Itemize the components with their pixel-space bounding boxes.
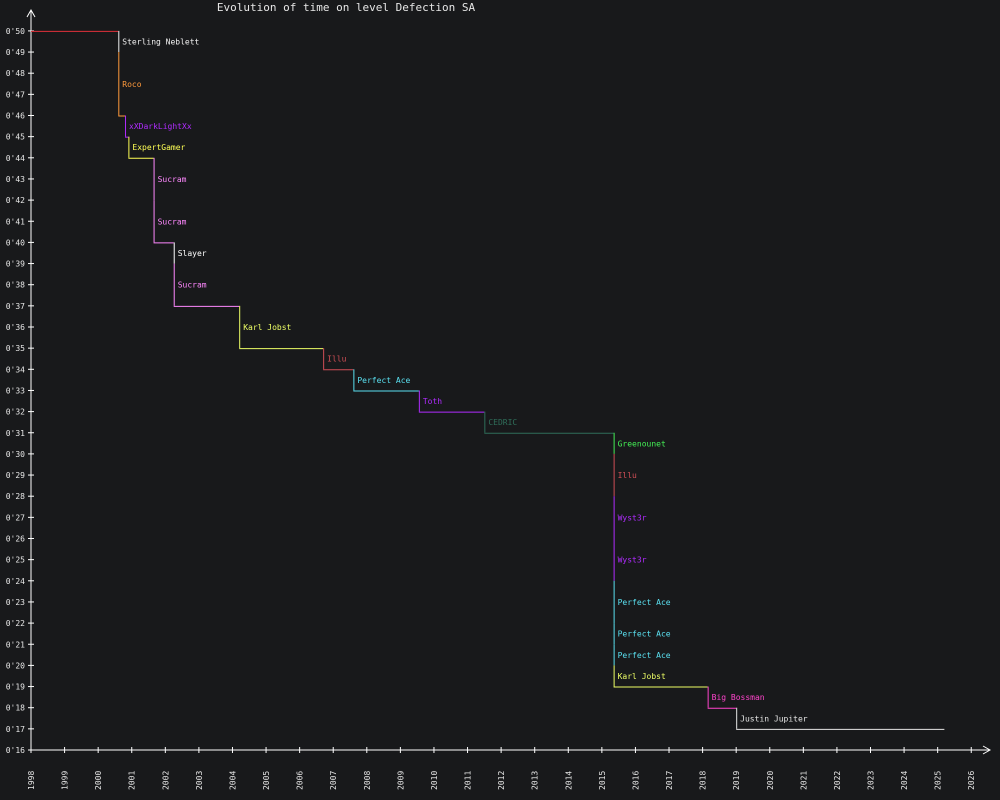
x-axis-arrow	[982, 745, 992, 755]
y-tick-label: 0'46	[6, 112, 25, 121]
record-holder-label: Slayer	[178, 249, 207, 258]
x-tick-label: 2018	[699, 771, 708, 790]
x-tick-label: 2008	[363, 771, 372, 790]
x-tick-label: 2025	[934, 771, 943, 790]
y-tick-label: 0'45	[6, 133, 25, 142]
y-tick-label: 0'43	[6, 175, 25, 184]
chart-title: Evolution of time on level Defection SA	[216, 1, 476, 14]
x-tick-label: 1999	[61, 771, 70, 790]
y-tick-label: 0'16	[6, 746, 25, 755]
record-holder-label: Illu	[327, 355, 346, 364]
y-tick-label: 0'47	[6, 90, 25, 99]
x-tick-label: 2013	[531, 771, 540, 790]
y-tick-label: 0'32	[6, 408, 25, 417]
x-tick-label: 2020	[766, 771, 775, 790]
y-tick-label: 0'17	[6, 725, 25, 734]
y-axis-arrow	[26, 8, 36, 18]
record-holder-label: CEDRIC	[488, 418, 517, 427]
x-tick-label: 2014	[564, 771, 573, 790]
x-tick-label: 2026	[967, 771, 976, 790]
y-tick-label: 0'29	[6, 471, 25, 480]
x-tick-label: 2024	[900, 771, 909, 790]
x-tick-label: 2019	[732, 771, 741, 790]
record-holder-label: Greenounet	[618, 439, 666, 448]
x-tick-label: 2006	[296, 771, 305, 790]
record-holder-label: Karl Jobst	[243, 323, 291, 332]
y-tick-label: 0'18	[6, 704, 25, 713]
y-tick-label: 0'19	[6, 683, 25, 692]
record-holder-label: Sterling Neblett	[122, 37, 199, 46]
x-tick-label: 2010	[430, 771, 439, 790]
y-tick-label: 0'22	[6, 619, 25, 628]
x-tick-label: 1998	[27, 771, 36, 790]
y-tick-label: 0'23	[6, 598, 25, 607]
y-tick-label: 0'44	[6, 154, 25, 163]
x-tick-label: 2009	[396, 771, 405, 790]
x-tick-label: 2011	[464, 771, 473, 790]
y-tick-label: 0'27	[6, 513, 25, 522]
y-tick-label: 0'41	[6, 217, 25, 226]
y-tick-label: 0'37	[6, 302, 25, 311]
x-tick-label: 2004	[228, 771, 237, 790]
x-tick-label: 2017	[665, 771, 674, 790]
record-holder-label: Wyst3r	[618, 513, 647, 522]
x-tick-label: 2007	[329, 771, 338, 790]
y-tick-label: 0'24	[6, 577, 25, 586]
x-tick-label: 2001	[128, 771, 137, 790]
y-tick-label: 0'42	[6, 196, 25, 205]
y-tick-label: 0'26	[6, 535, 25, 544]
record-holder-label: Karl Jobst	[618, 672, 666, 681]
record-holder-label: Big Bossman	[712, 693, 765, 702]
x-tick-label: 2016	[631, 771, 640, 790]
x-tick-label: 2023	[867, 771, 876, 790]
y-tick-label: 0'48	[6, 69, 25, 78]
record-holder-label: Perfect Ace	[618, 598, 671, 607]
y-tick-label: 0'25	[6, 556, 25, 565]
record-holder-label: Toth	[423, 397, 442, 406]
x-tick-label: 2003	[195, 771, 204, 790]
y-tick-label: 0'35	[6, 344, 25, 353]
x-tick-label: 2012	[497, 771, 506, 790]
y-tick-label: 0'49	[6, 48, 25, 57]
x-tick-label: 2000	[94, 771, 103, 790]
record-holder-label: Sucram	[178, 281, 207, 290]
record-holder-label: ExpertGamer	[132, 143, 185, 152]
y-tick-label: 0'28	[6, 492, 25, 501]
y-tick-label: 0'36	[6, 323, 25, 332]
record-holder-label: Roco	[122, 80, 141, 89]
y-tick-label: 0'33	[6, 386, 25, 395]
record-holder-label: xXDarkLightXx	[129, 122, 192, 131]
y-tick-label: 0'40	[6, 238, 25, 247]
x-tick-label: 2022	[833, 771, 842, 790]
x-tick-label: 2015	[598, 771, 607, 790]
y-tick-label: 0'38	[6, 281, 25, 290]
y-tick-label: 0'34	[6, 365, 25, 374]
record-holder-label: Perfect Ace	[618, 651, 671, 660]
x-tick-label: 2002	[161, 771, 170, 790]
y-tick-label: 0'20	[6, 661, 25, 670]
record-holder-label: Sucram	[158, 217, 187, 226]
record-holder-label: Sucram	[158, 175, 187, 184]
y-tick-label: 0'30	[6, 450, 25, 459]
x-tick-label: 2021	[799, 771, 808, 790]
record-holder-label: Perfect Ace	[357, 376, 410, 385]
y-tick-label: 0'50	[6, 27, 25, 36]
y-tick-label: 0'31	[6, 429, 25, 438]
y-tick-label: 0'39	[6, 260, 25, 269]
x-tick-label: 2005	[262, 771, 271, 790]
record-holder-label: Illu	[618, 471, 637, 480]
record-holder-label: Wyst3r	[618, 556, 647, 565]
record-holder-label: Perfect Ace	[618, 630, 671, 639]
y-tick-label: 0'21	[6, 640, 25, 649]
record-holder-label: Justin Jupiter	[740, 714, 808, 723]
